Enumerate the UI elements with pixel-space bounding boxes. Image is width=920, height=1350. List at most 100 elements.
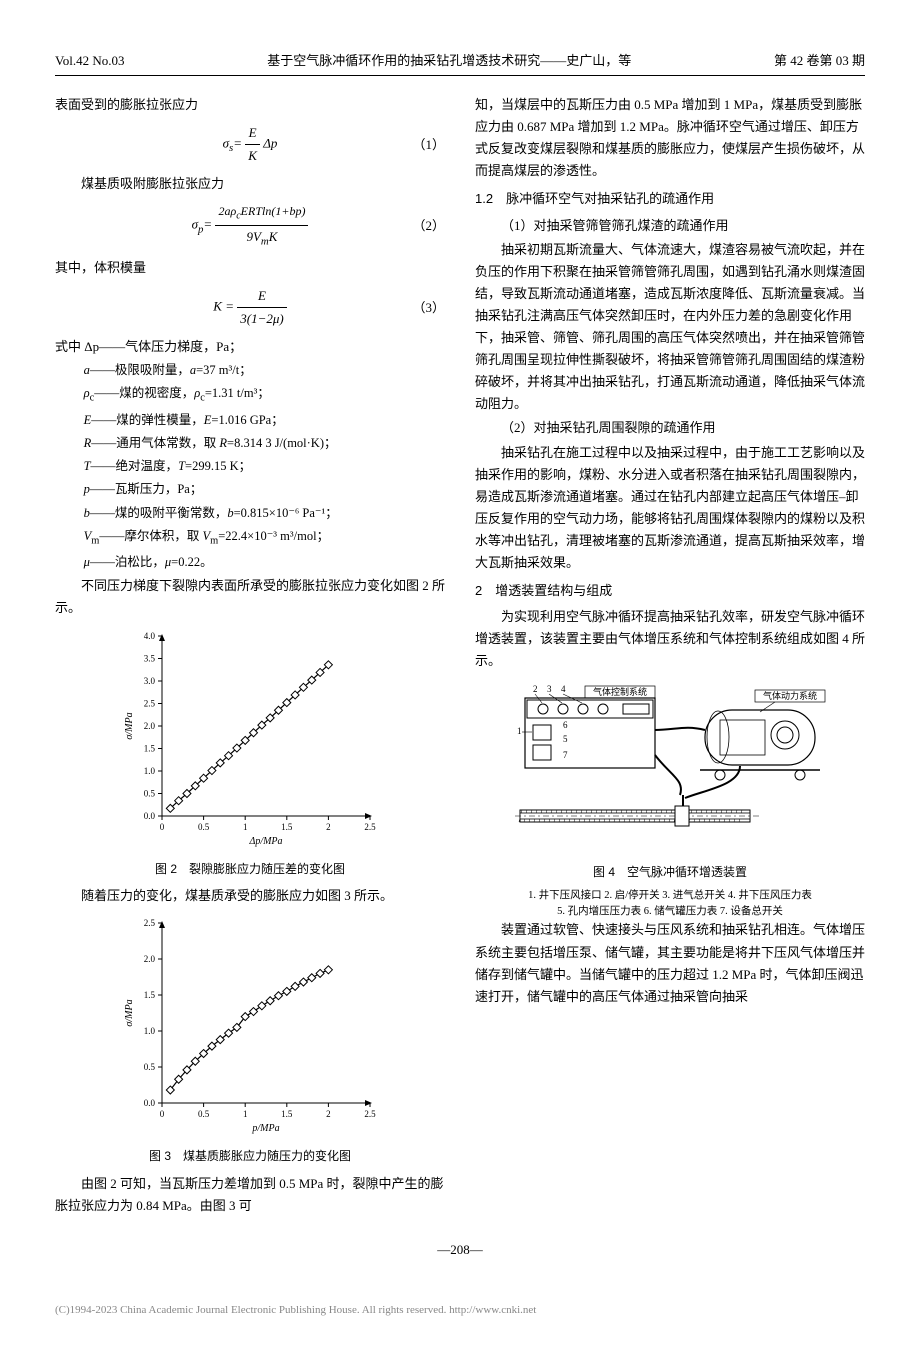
text: 抽采初期瓦斯流量大、气体流速大，煤渣容易被气流吹起，并在负压的作用下积聚在抽采管… xyxy=(475,239,865,416)
def-item: b——煤的吸附平衡常数，b=0.815×10⁻⁶ Pa⁻¹； xyxy=(84,503,445,524)
eq-den: 3(1−2μ) xyxy=(237,308,286,330)
svg-text:2: 2 xyxy=(326,1109,331,1119)
eq-number: （2） xyxy=(412,215,445,237)
right-column: 知，当煤层中的瓦斯压力由 0.5 MPa 增加到 1 MPa，煤基质受到膨胀应力… xyxy=(475,94,865,1219)
svg-text:0.5: 0.5 xyxy=(198,1109,210,1119)
svg-text:0.0: 0.0 xyxy=(144,811,156,821)
def-item: μ——泊松比，μ=0.22。 xyxy=(84,552,445,573)
eq-tail: Δp xyxy=(263,136,277,151)
header-left: Vol.42 No.03 xyxy=(55,50,124,72)
svg-text:1: 1 xyxy=(243,1109,248,1119)
svg-text:1.0: 1.0 xyxy=(144,1026,156,1036)
defs-head: 式中 Δp——气体压力梯度，Pa； xyxy=(55,336,445,358)
diagram-svg: 234 气体控制系统 1 5 6 7 气体动力系统 xyxy=(505,680,835,850)
figure-3: 0 0.5 1 1.5 2 2.5 0.0 0.5 1.0 1.5 2.0 2.5 p/MPa σ/MPa xyxy=(55,915,445,1142)
legend-line: 5. 孔内增压压力表 6. 储气罐压力表 7. 设备总开关 xyxy=(475,904,865,920)
copyright: (C)1994-2023 China Academic Journal Elec… xyxy=(55,1301,865,1320)
header-center: 基于空气脉冲循环作用的抽采钻孔增透技术研究——史广山，等 xyxy=(267,50,631,72)
svg-text:气体动力系统: 气体动力系统 xyxy=(763,690,817,701)
text: 抽采钻孔在施工过程中以及抽采过程中，由于施工工艺影响以及抽采作用的影响，煤粉、水… xyxy=(475,442,865,575)
def-item: R——通用气体常数，取 R=8.314 3 J/(mol·K)； xyxy=(84,433,445,454)
svg-text:3: 3 xyxy=(547,684,552,694)
svg-text:p/MPa: p/MPa xyxy=(251,1123,279,1134)
figure-4: 234 气体控制系统 1 5 6 7 气体动力系统 xyxy=(475,680,865,857)
svg-text:0.5: 0.5 xyxy=(144,1062,156,1072)
svg-text:6: 6 xyxy=(563,720,568,730)
svg-text:1.5: 1.5 xyxy=(144,990,156,1000)
svg-text:0.5: 0.5 xyxy=(198,822,210,832)
svg-text:5: 5 xyxy=(563,734,568,744)
svg-text:7: 7 xyxy=(563,750,568,760)
eq-number: （3） xyxy=(412,297,445,319)
svg-text:σ/MPa: σ/MPa xyxy=(124,712,135,739)
eq-sym: K = xyxy=(213,299,234,314)
legend-line: 1. 井下压风接口 2. 启/停开关 3. 进气总开关 4. 井下压风压力表 xyxy=(475,888,865,904)
subhead: （1）对抽采管筛管筛孔煤渣的疏通作用 xyxy=(475,215,865,237)
section-1-2-heading: 1.2 脉冲循环空气对抽采钻孔的疏通作用 xyxy=(475,188,865,210)
text: 煤基质吸附膨胀拉张应力 xyxy=(55,173,445,195)
symbol-definitions: a——极限吸附量，a=37 m³/t； ρc——煤的视密度，ρc=1.31 t/… xyxy=(84,360,445,573)
svg-text:1: 1 xyxy=(243,822,248,832)
svg-text:2.0: 2.0 xyxy=(144,721,156,731)
svg-text:2: 2 xyxy=(326,822,331,832)
svg-text:1.5: 1.5 xyxy=(281,1109,293,1119)
text: 知，当煤层中的瓦斯压力由 0.5 MPa 增加到 1 MPa，煤基质受到膨胀应力… xyxy=(475,94,865,182)
svg-text:1.5: 1.5 xyxy=(281,822,293,832)
equation-3: K = E3(1−2μ) （3） xyxy=(55,285,445,330)
svg-text:1: 1 xyxy=(517,726,522,736)
def-item: a——极限吸附量，a=37 m³/t； xyxy=(84,360,445,381)
svg-text:2: 2 xyxy=(533,684,538,694)
subhead: （2）对抽采钻孔周围裂隙的疏通作用 xyxy=(475,417,865,439)
figure-4-legend: 1. 井下压风接口 2. 启/停开关 3. 进气总开关 4. 井下压风压力表 5… xyxy=(475,888,865,920)
svg-text:2.5: 2.5 xyxy=(364,1109,376,1119)
def-item: Vm——摩尔体积，取 Vm=22.4×10⁻³ m³/mol； xyxy=(84,526,445,550)
svg-text:1.5: 1.5 xyxy=(144,743,156,753)
svg-text:σ/MPa: σ/MPa xyxy=(124,1000,135,1027)
def-item: ρc——煤的视密度，ρc=1.31 t/m³； xyxy=(84,383,445,407)
svg-text:2.0: 2.0 xyxy=(144,954,156,964)
eq-sub: s xyxy=(229,142,233,154)
def-item: p——瓦斯压力，Pa； xyxy=(84,479,445,500)
equation-1: σs= EK Δp （1） xyxy=(55,122,445,167)
text: 装置通过软管、快速接头与压风系统和抽采钻孔相连。气体增压系统主要包括增压泵、储气… xyxy=(475,919,865,1007)
figure-2: 0 0.5 1 1.5 2 2.5 0.0 0.5 1.0 1.5 2.0 2.5 3.0 3.5 4.0 Δ… xyxy=(55,628,445,855)
svg-text:1.0: 1.0 xyxy=(144,766,156,776)
header-right: 第 42 卷第 03 期 xyxy=(774,50,865,72)
left-column: 表面受到的膨胀拉张应力 σs= EK Δp （1） 煤基质吸附膨胀拉张应力 σp… xyxy=(55,94,445,1219)
svg-text:0: 0 xyxy=(160,1109,165,1119)
chart-svg: 0 0.5 1 1.5 2 2.5 0.0 0.5 1.0 1.5 2.0 2.5 3.0 3.5 4.0 Δ… xyxy=(120,628,380,848)
svg-text:0.0: 0.0 xyxy=(144,1098,156,1108)
svg-text:3.5: 3.5 xyxy=(144,653,156,663)
svg-text:0: 0 xyxy=(160,822,165,832)
def-item: E——煤的弹性模量，E=1.016 GPa； xyxy=(84,410,445,431)
equation-2: σp= 2aρcERTln(1+bp)9VmK （2） xyxy=(55,201,445,250)
svg-text:4.0: 4.0 xyxy=(144,631,156,641)
def-item: T——绝对温度，T=299.15 K； xyxy=(84,456,445,477)
eq-num: E xyxy=(245,122,260,145)
svg-text:4: 4 xyxy=(561,684,566,694)
text: 由图 2 可知，当瓦斯压力差增加到 0.5 MPa 时，裂隙中产生的膨胀拉张应力… xyxy=(55,1173,445,1217)
section-2-heading: 2 增透装置结构与组成 xyxy=(475,580,865,602)
svg-text:0.5: 0.5 xyxy=(144,788,156,798)
svg-text:2.5: 2.5 xyxy=(144,918,156,928)
eq-sub: p xyxy=(198,224,203,236)
figure-3-caption: 图 3 煤基质膨胀应力随压力的变化图 xyxy=(55,1146,445,1166)
text: 其中，体积模量 xyxy=(55,257,445,279)
svg-text:2.5: 2.5 xyxy=(144,698,156,708)
figure-2-caption: 图 2 裂隙膨胀应力随压差的变化图 xyxy=(55,859,445,879)
svg-text:3.0: 3.0 xyxy=(144,676,156,686)
eq-number: （1） xyxy=(412,134,445,156)
chart-svg: 0 0.5 1 1.5 2 2.5 0.0 0.5 1.0 1.5 2.0 2.5 p/MPa σ/MPa xyxy=(120,915,380,1135)
figure-4-caption: 图 4 空气脉冲循环增透装置 xyxy=(475,862,865,882)
page-header: Vol.42 No.03 基于空气脉冲循环作用的抽采钻孔增透技术研究——史广山，… xyxy=(55,50,865,76)
eq-num: E xyxy=(237,285,286,308)
svg-text:气体控制系统: 气体控制系统 xyxy=(593,686,647,697)
svg-text:2.5: 2.5 xyxy=(364,822,376,832)
svg-text:Δp/MPa: Δp/MPa xyxy=(248,836,282,847)
text: 为实现利用空气脉冲循环提高抽采钻孔效率，研发空气脉冲循环增透装置，该装置主要由气… xyxy=(475,606,865,672)
text: 随着压力的变化，煤基质承受的膨胀应力如图 3 所示。 xyxy=(55,885,445,907)
eq-den: K xyxy=(245,145,260,167)
page-number: —208— xyxy=(55,1239,865,1261)
text: 表面受到的膨胀拉张应力 xyxy=(55,94,445,116)
text: 不同压力梯度下裂隙内表面所承受的膨胀拉张应力变化如图 2 所示。 xyxy=(55,575,445,619)
